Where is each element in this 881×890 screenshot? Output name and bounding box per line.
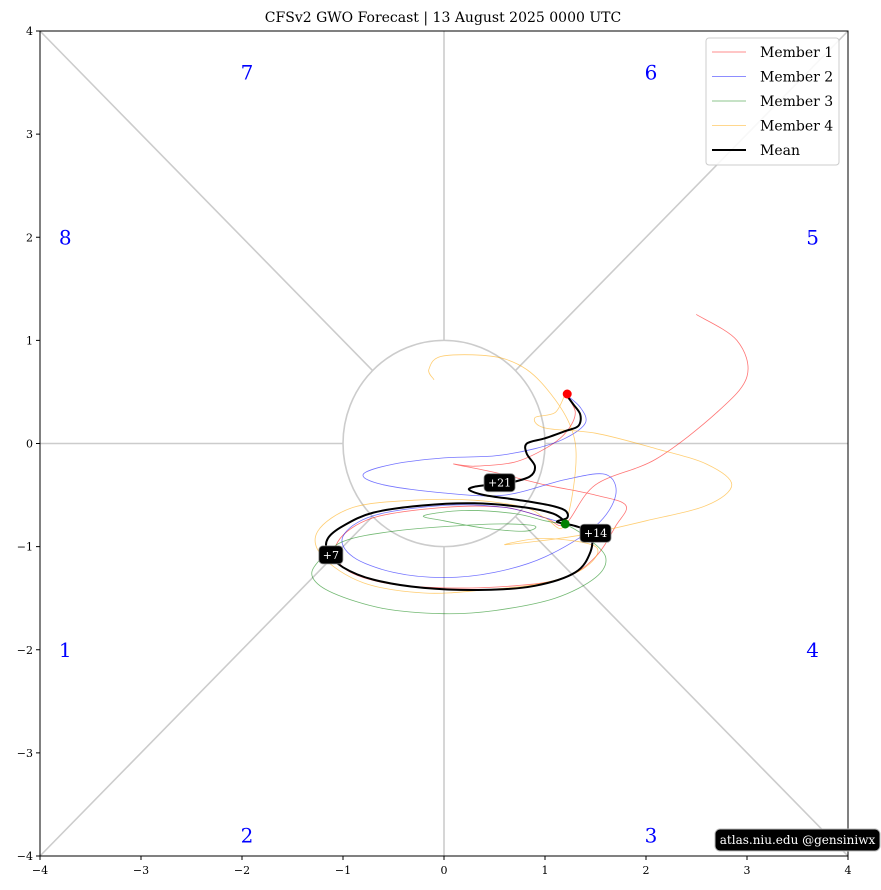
phase-label-4: 4 — [806, 638, 819, 662]
series-line-mean — [324, 395, 594, 591]
start-point — [560, 519, 570, 529]
series-line-member-3 — [311, 510, 607, 615]
day-label-plus-14: +14 — [579, 523, 612, 543]
legend: Member 1 Member 2 Member 3 Member 4 Mean — [705, 37, 840, 166]
x-tick-label: 3 — [744, 864, 751, 877]
phase-labels: 1 2 3 4 5 6 7 8 — [59, 60, 819, 847]
day-label-box — [483, 473, 516, 493]
legend-label: Member 2 — [760, 70, 833, 86]
y-tick-label: −2 — [17, 644, 33, 657]
y-tick-label: 2 — [26, 231, 33, 244]
phase-label-6: 6 — [645, 60, 658, 84]
phase-guides — [39, 30, 849, 857]
credit-text: atlas.niu.edu @gensiniwx — [720, 833, 876, 847]
phase-label-5: 5 — [806, 225, 819, 249]
phase-label-1: 1 — [59, 638, 72, 662]
credit-box: atlas.niu.edu @gensiniwx — [714, 828, 881, 852]
day-label-plus-21: +21 — [483, 473, 516, 493]
legend-box — [705, 37, 840, 166]
phase-label-2: 2 — [241, 823, 254, 847]
y-tick-label: −3 — [17, 747, 33, 760]
y-tick-label: −4 — [17, 850, 33, 863]
x-tick-label: 1 — [542, 864, 549, 877]
end-point — [562, 389, 572, 399]
markers: +7 +14 +21 — [318, 389, 612, 565]
day-label-plus-7: +7 — [318, 545, 344, 565]
series-line-member-1 — [334, 314, 749, 589]
guide-diagonal-se — [514, 515, 849, 857]
y-tick-label: −1 — [17, 541, 33, 554]
x-tick-label: 4 — [845, 864, 852, 877]
series-line-member-4 — [314, 354, 733, 594]
day-label-box — [318, 545, 344, 565]
x-tick-label: −2 — [234, 864, 250, 877]
day-label-text: +21 — [488, 477, 511, 490]
legend-label: Mean — [760, 143, 800, 159]
x-tick-label: −4 — [32, 864, 48, 877]
credit-bg — [714, 828, 881, 852]
chart-title: CFSv2 GWO Forecast | 13 August 2025 0000… — [265, 10, 621, 26]
unit-circle — [342, 339, 546, 548]
x-tick-label: −1 — [335, 864, 351, 877]
y-tick-label: 4 — [26, 25, 33, 38]
guide-diagonal-nw — [39, 30, 374, 372]
y-tick-label: 1 — [26, 334, 33, 347]
series-line-member-2 — [341, 393, 617, 578]
x-tick-label: −3 — [133, 864, 149, 877]
day-label-box — [579, 523, 612, 543]
y-tick-label: 0 — [26, 438, 33, 451]
axis-ticks: −4 −3 −2 −1 0 1 2 3 4 −4 −3 −2 −1 0 1 2 3 4 — [17, 25, 852, 877]
phase-label-8: 8 — [59, 225, 72, 249]
x-tick-label: 0 — [441, 864, 448, 877]
legend-label: Member 1 — [760, 45, 833, 61]
guide-diagonal-sw — [39, 515, 374, 857]
x-tick-label: 2 — [643, 864, 650, 877]
phase-label-7: 7 — [241, 60, 254, 84]
series-layer — [311, 314, 749, 615]
legend-label: Member 4 — [760, 119, 833, 135]
legend-label: Member 3 — [760, 94, 833, 110]
day-label-text: +14 — [584, 527, 607, 540]
phase-label-3: 3 — [645, 823, 658, 847]
y-tick-label: 3 — [26, 128, 33, 141]
day-label-text: +7 — [323, 549, 339, 562]
